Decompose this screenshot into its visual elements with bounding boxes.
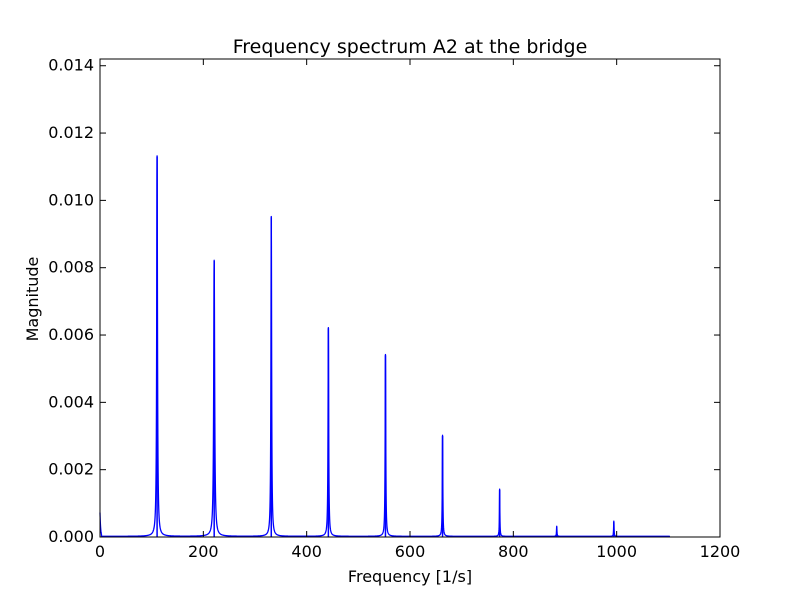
y-tick-label: 0.014 xyxy=(48,56,94,75)
y-tick-label: 0.002 xyxy=(48,460,94,479)
y-tick-label: 0.006 xyxy=(48,325,94,344)
x-tick-label: 600 xyxy=(395,542,426,561)
x-tick-label: 200 xyxy=(188,542,219,561)
x-tick-label: 0 xyxy=(95,542,105,561)
x-axis-label: Frequency [1/s] xyxy=(348,567,472,586)
y-tick-label: 0.008 xyxy=(48,258,94,277)
y-axis-label: Magnitude xyxy=(23,257,42,342)
x-tick-label: 1000 xyxy=(596,542,637,561)
chart-title: Frequency spectrum A2 at the bridge xyxy=(233,36,588,58)
spectrum-series-line xyxy=(99,155,671,537)
y-tick-label: 0.004 xyxy=(48,392,94,411)
plot-frame xyxy=(99,58,721,538)
ticks-group: 0 200 400 600 800 1000 1200 0.000 0.002 0.004 0.00… xyxy=(48,56,740,561)
x-tick-label: 400 xyxy=(291,542,322,561)
plot-area xyxy=(100,59,720,537)
y-tick-label: 0.012 xyxy=(48,123,94,142)
x-tick-label: 1200 xyxy=(700,542,741,561)
y-tick-label: 0.010 xyxy=(48,190,94,209)
series-group xyxy=(99,155,671,537)
x-tick-label: 800 xyxy=(498,542,529,561)
y-tick-label: 0.000 xyxy=(48,527,94,546)
